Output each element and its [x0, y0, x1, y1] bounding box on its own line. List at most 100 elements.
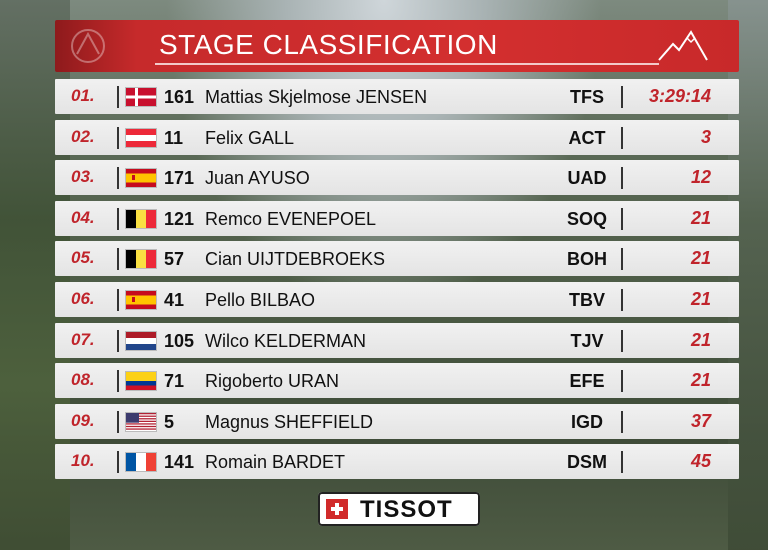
rider-name: Juan AYUSO — [205, 168, 310, 189]
rider-name: Romain BARDET — [205, 452, 346, 473]
team-code: DSM — [567, 452, 607, 473]
mountain-icon — [658, 30, 708, 61]
classification-row: 08. 71 Rigoberto URAN EFE 21 — [55, 363, 739, 399]
classification-row: 02. 11 Felix GALL ACT 3 — [55, 119, 739, 155]
row-separator — [117, 167, 119, 190]
team-code: TFS — [570, 87, 604, 107]
row-separator — [117, 248, 119, 271]
row-separator — [621, 288, 623, 311]
country-flag-icon — [126, 250, 156, 269]
country-flag-icon — [126, 169, 156, 188]
team-code: BOH — [567, 249, 607, 270]
classification-row: 03. 171 Juan AYUSO UAD 12 — [55, 160, 739, 196]
row-separator — [117, 126, 119, 149]
team-code: ACT — [568, 127, 606, 148]
row-separator — [117, 370, 119, 393]
country-flag-icon — [126, 453, 156, 472]
rider-time: 21 — [690, 207, 711, 228]
row-separator — [621, 126, 623, 149]
rider-number: 171 — [164, 168, 195, 189]
rider-position: 10. — [71, 451, 95, 471]
classification-list: 01. 161 Mattias Skjelmose JENSEN TFS 3:2… — [55, 79, 739, 480]
header-logo-icon — [71, 29, 105, 63]
rider-position: 05. — [71, 248, 95, 268]
team-code: EFE — [569, 371, 605, 392]
rider-position: 04. — [71, 207, 95, 227]
swiss-cross-icon — [326, 499, 348, 519]
rider-name: Cian UIJTDEBROEKS — [205, 249, 386, 270]
rider-position: 06. — [71, 288, 95, 308]
rider-time: 21 — [690, 370, 711, 391]
classification-row: 01. 161 Mattias Skjelmose JENSEN TFS 3:2… — [55, 79, 739, 114]
rider-number: 11 — [164, 127, 184, 148]
rider-time: 3:29:14 — [648, 86, 711, 106]
classification-row: 07. 105 Wilco KELDERMAN TJV 21 — [55, 322, 739, 358]
page-title: STAGE CLASSIFICATION — [159, 29, 498, 60]
country-flag-icon — [126, 290, 156, 309]
team-code: TBV — [569, 289, 605, 310]
classification-row: 04. 121 Remco EVENEPOEL SOQ 21 — [55, 200, 739, 236]
classification-row: 10. 141 Romain BARDET DSM 45 — [55, 444, 739, 480]
row-separator — [621, 370, 623, 393]
country-flag-icon — [126, 88, 156, 106]
row-separator — [117, 451, 119, 474]
rider-number: 141 — [164, 452, 195, 473]
rider-position: 01. — [71, 86, 95, 105]
country-flag-icon — [126, 412, 156, 431]
row-separator — [117, 410, 119, 433]
rider-number: 71 — [164, 371, 185, 392]
country-flag-icon — [126, 209, 156, 228]
country-flag-icon — [126, 128, 156, 147]
row-separator — [117, 329, 119, 352]
rider-name: Pello BILBAO — [205, 289, 316, 310]
row-separator — [621, 248, 623, 271]
team-code: TJV — [570, 330, 604, 351]
rider-position: 08. — [71, 370, 95, 390]
classification-row: 06. 41 Pello BILBAO TBV 21 — [55, 281, 739, 317]
rider-name: Felix GALL — [205, 127, 295, 148]
rider-number: 121 — [164, 208, 195, 229]
rider-position: 02. — [71, 126, 95, 146]
row-separator — [117, 288, 119, 311]
rider-position: 09. — [71, 410, 95, 430]
rider-position: 03. — [71, 167, 95, 187]
country-flag-icon — [126, 372, 156, 391]
rider-number: 105 — [164, 330, 195, 351]
rider-time: 21 — [690, 248, 711, 269]
rider-name: Rigoberto URAN — [205, 371, 340, 392]
rider-time: 21 — [690, 288, 711, 309]
rider-name: Wilco KELDERMAN — [205, 330, 367, 351]
classification-row: 05. 57 Cian UIJTDEBROEKS BOH 21 — [55, 241, 739, 277]
rider-time: 37 — [690, 410, 711, 431]
sponsor-logo: TISSOT — [318, 492, 480, 526]
classification-row: 09. 5 Magnus SHEFFIELD IGD 37 — [55, 403, 739, 439]
rider-position: 07. — [71, 329, 95, 349]
rider-time: 21 — [690, 329, 711, 350]
rider-time: 12 — [690, 167, 711, 188]
rider-time: 45 — [690, 451, 711, 472]
rider-number: 41 — [164, 289, 185, 310]
rider-number: 57 — [164, 249, 185, 270]
row-separator — [117, 86, 119, 108]
row-separator — [621, 207, 623, 230]
country-flag-icon — [126, 331, 156, 350]
row-separator — [621, 167, 623, 190]
rider-name: Magnus SHEFFIELD — [205, 411, 374, 432]
rider-name: Mattias Skjelmose JENSEN — [205, 87, 428, 107]
rider-time: 3 — [700, 126, 711, 147]
row-separator — [621, 410, 623, 433]
team-code: UAD — [567, 168, 607, 189]
team-code: SOQ — [567, 208, 608, 229]
row-separator — [621, 86, 623, 108]
rider-name: Remco EVENEPOEL — [205, 208, 377, 229]
team-code: IGD — [570, 411, 603, 432]
sponsor-logo-text: TISSOT — [360, 496, 453, 523]
stage-classification-board: STAGE CLASSIFICATION 01. 161 Mattias Skj… — [55, 20, 739, 485]
rider-number: 161 — [164, 87, 195, 107]
row-separator — [621, 451, 623, 474]
row-separator — [117, 207, 119, 230]
header-underline — [155, 63, 659, 65]
row-separator — [621, 329, 623, 352]
board-header: STAGE CLASSIFICATION — [55, 20, 739, 72]
rider-number: 5 — [164, 411, 175, 432]
